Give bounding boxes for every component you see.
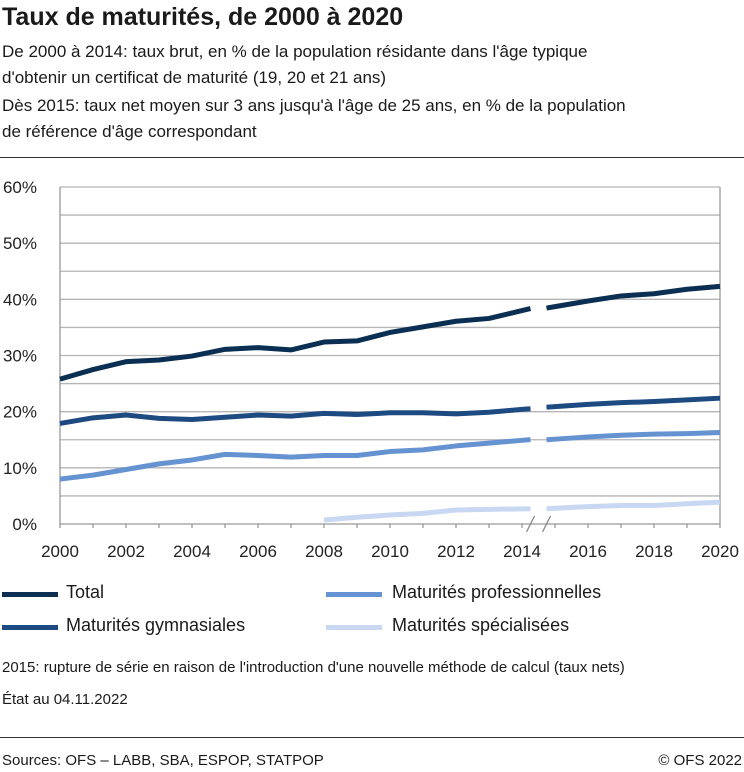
subtitle-line: de référence d'âge correspondant: [2, 122, 257, 141]
x-tick-label: 2000: [41, 542, 79, 561]
y-tick-label: 20%: [3, 403, 37, 422]
x-tick-label: 2006: [239, 542, 277, 561]
series-line: [546, 429, 721, 443]
axis-break-mark: [541, 515, 552, 533]
legend-label: Total: [66, 582, 105, 602]
y-tick-label: 60%: [3, 178, 37, 197]
series-1: [59, 395, 721, 426]
legend-label: Maturités gymnasiales: [66, 615, 246, 635]
legend-label: Maturités professionnelles: [392, 582, 602, 602]
y-tick-label: 30%: [3, 347, 37, 366]
series-3: [323, 499, 721, 523]
chart-title: Taux de maturités, de 2000 à 2020: [2, 3, 404, 31]
series-line: [546, 499, 721, 512]
legend-swatch: [326, 592, 382, 597]
sources: Sources: OFS – LABB, SBA, ESPOP, STATPOP: [2, 752, 324, 769]
footnote: 2015: rupture de série en raison de l'in…: [2, 659, 625, 676]
x-tick-label: 2002: [107, 542, 145, 561]
series-line: [59, 406, 531, 426]
x-tick-label: 2012: [437, 542, 475, 561]
y-tick-label: 50%: [3, 234, 37, 253]
x-tick-label: 2010: [371, 542, 409, 561]
series-line: [323, 506, 531, 523]
series-line: [546, 283, 721, 311]
y-tick-label: 40%: [3, 290, 37, 309]
data-date: État au 04.11.2022: [2, 691, 128, 708]
line-chart: 0% 10% 20% 30% 40% 50% 60% 2000 2002 2004 2006 2008…: [3, 178, 739, 561]
series-0: [59, 283, 721, 382]
subtitle-line: Dès 2015: taux net moyen sur 3 ans jusqu…: [2, 96, 626, 115]
x-tick-label: 2018: [635, 542, 673, 561]
x-tick-label: 2016: [569, 542, 607, 561]
legend-swatch: [326, 625, 382, 630]
axis-break-mark: [525, 515, 536, 533]
legend-label: Maturités spécialisées: [392, 615, 570, 635]
divider: [0, 157, 744, 158]
x-tick-label: 2008: [305, 542, 343, 561]
series-2: [59, 429, 721, 482]
series-line: [59, 437, 531, 482]
x-tick-label: 2020: [701, 542, 739, 561]
x-tick-label: 2014: [503, 542, 541, 561]
x-tick-label: 2004: [173, 542, 211, 561]
y-tick-label: 0%: [12, 515, 37, 534]
legend-swatch: [2, 592, 58, 597]
series-line: [546, 395, 721, 410]
y-tick-label: 10%: [3, 459, 37, 478]
subtitle-line: d'obtenir un certificat de maturité (19,…: [2, 68, 387, 87]
copyright: © OFS 2022: [658, 752, 742, 769]
divider: [0, 737, 744, 738]
series-line: [59, 306, 532, 382]
subtitle-line: De 2000 à 2014: taux brut, en % de la po…: [2, 42, 588, 61]
legend-swatch: [2, 625, 58, 630]
